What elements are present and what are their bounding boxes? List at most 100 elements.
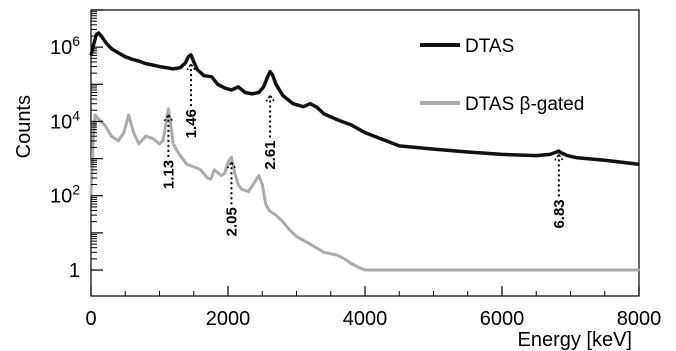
data-point	[203, 74, 205, 77]
data-point	[432, 148, 435, 150]
x-tick-label: 4000	[343, 308, 388, 330]
peak-arrow	[554, 153, 564, 161]
data-point	[295, 235, 298, 238]
y-axis-ticks: 1 102 104 106	[50, 9, 103, 282]
data-point	[151, 64, 154, 66]
data-point	[604, 269, 606, 271]
data-point	[638, 163, 640, 166]
data-point	[309, 102, 312, 105]
data-point	[151, 137, 154, 140]
data-point	[269, 70, 271, 73]
data-point	[95, 33, 98, 36]
legend-label-dtas: DTAS	[465, 36, 514, 57]
data-point	[234, 172, 236, 175]
data-point	[398, 269, 401, 271]
data-point	[110, 48, 113, 50]
data-point	[179, 66, 181, 69]
data-point	[350, 124, 353, 126]
peak-label: 2.05	[223, 207, 240, 236]
legend: DTAS DTAS β-gated	[420, 36, 584, 115]
data-point	[172, 143, 174, 145]
data-point	[560, 151, 562, 154]
data-point	[254, 180, 257, 182]
data-point	[569, 269, 572, 271]
data-point	[237, 183, 240, 186]
x-tick-label: 6000	[480, 308, 525, 330]
data-point	[196, 68, 198, 71]
data-point	[190, 54, 192, 56]
x-tick-label: 2000	[206, 308, 251, 330]
data-point	[94, 114, 96, 116]
data-point	[145, 135, 147, 137]
data-point	[343, 258, 346, 260]
data-point	[302, 105, 305, 108]
data-point	[165, 120, 168, 123]
data-point	[292, 102, 294, 105]
data-point	[199, 169, 202, 171]
data-point	[638, 269, 640, 271]
data-point	[282, 220, 284, 223]
peak-arrow	[226, 160, 237, 169]
y-tick-label: 106	[50, 33, 80, 59]
peak-label: 1.46	[183, 109, 200, 138]
data-point	[216, 83, 219, 86]
data-point	[97, 32, 100, 34]
data-point	[501, 269, 503, 271]
data-point	[268, 209, 270, 212]
data-point	[167, 107, 170, 110]
data-point	[213, 169, 216, 171]
data-point	[247, 190, 250, 193]
data-point	[117, 140, 120, 142]
data-point	[271, 74, 274, 76]
data-point	[244, 91, 246, 94]
data-point	[124, 56, 127, 58]
data-point	[309, 243, 312, 245]
data-point	[240, 188, 243, 190]
data-point	[266, 75, 269, 78]
data-point	[316, 106, 318, 109]
data-point	[549, 153, 551, 156]
data-point	[179, 154, 181, 157]
data-point	[323, 113, 325, 115]
data-point	[237, 86, 240, 88]
data-point	[535, 154, 538, 157]
y-axis-label: Counts	[13, 95, 35, 158]
data-point	[258, 174, 260, 177]
data-point	[172, 68, 174, 70]
data-point	[275, 214, 277, 216]
x-axis-label: Energy [keV]	[517, 329, 632, 351]
y-tick-label: 104	[50, 107, 80, 133]
data-point	[336, 119, 339, 121]
data-point	[97, 117, 99, 120]
data-point	[364, 131, 366, 134]
data-point	[467, 269, 469, 271]
annotation-layer: 1.13 1.46 2.05 2.61 6.83	[160, 62, 568, 236]
data-point	[566, 154, 568, 157]
y-tick-label: 102	[50, 182, 80, 208]
data-point	[165, 66, 168, 69]
data-point	[377, 269, 380, 271]
data-point	[110, 135, 113, 137]
peak-label: 1.13	[160, 160, 177, 189]
data-point	[186, 163, 188, 166]
data-point	[364, 269, 366, 271]
data-point	[398, 145, 401, 147]
data-point	[162, 140, 164, 142]
x-axis-ticks: 0 2000 4000 6000 8000	[85, 286, 661, 330]
peak-arrow	[186, 62, 196, 71]
data-point	[432, 269, 435, 271]
legend-label-dtas-beta-gated: DTAS β-gated	[465, 94, 584, 115]
data-point	[187, 56, 190, 58]
data-point	[220, 174, 222, 177]
data-point	[251, 93, 253, 95]
data-point	[138, 60, 140, 62]
data-point	[501, 153, 503, 156]
data-point	[210, 178, 212, 180]
peak-label: 6.83	[551, 199, 568, 228]
data-point	[262, 86, 265, 88]
data-point	[558, 150, 560, 152]
data-point	[127, 114, 130, 116]
data-point	[230, 89, 233, 91]
series-layer	[89, 31, 640, 272]
